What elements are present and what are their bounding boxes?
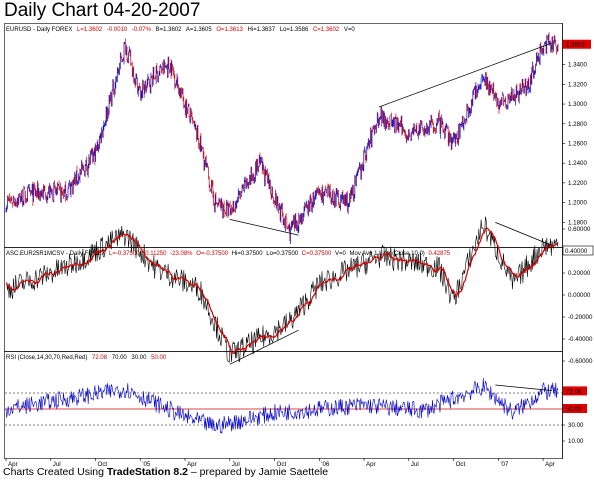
rsi-mid-box: [563, 404, 587, 413]
osc-high: Hi=0.37500: [232, 251, 264, 257]
osc-label: ASC.EUR25R1MCSV - Daily FOREX: [6, 251, 105, 257]
x-tick-label: Apr: [8, 461, 18, 468]
price-panel-frame: [4, 23, 563, 248]
rsi-value: 72.08: [92, 355, 108, 361]
osc-tick-label: -0.20000: [568, 314, 593, 321]
osc-ma-label: Mov Avg 1 Line (Close,10,0): [350, 251, 425, 257]
rsi-oversold: 30.00: [131, 355, 147, 361]
chart-title: Daily Chart 04-20-2007: [4, 0, 201, 21]
osc-open: O=-0.37500: [196, 251, 229, 257]
x-tick-label: Apr: [366, 461, 376, 468]
x-tick-label: Oct: [98, 461, 108, 468]
price-bid: B=1.3602: [156, 27, 183, 33]
oscillator-line: [5, 216, 559, 364]
rsi-mid-label: 50.00: [566, 406, 582, 413]
x-tick-label: Jul: [411, 461, 419, 468]
osc-change: -0.11250: [143, 251, 167, 257]
price-symbol: EURUSD - Daily FOREX: [6, 27, 72, 33]
rsi-line: [5, 378, 559, 435]
osc-tick-label: -0.60000: [568, 358, 593, 365]
price-tick-label: 1.1800: [568, 219, 587, 226]
osc-volume: V=0: [335, 251, 347, 257]
price-resistance-line: [378, 42, 553, 108]
rsi-midline: 50.00: [151, 355, 167, 361]
osc-close: C=0.37500: [302, 251, 332, 257]
rsi-tick-label: 10.00: [568, 438, 584, 445]
oscillator-header: ASC.EUR25R1MCSV - Daily FOREX L=-0.37500…: [6, 251, 451, 257]
price-open: O=1.3613: [216, 27, 243, 33]
price-tick-label: 1.3000: [568, 101, 587, 108]
price-last-label: 1.3602: [566, 42, 585, 49]
osc-top-line: [495, 222, 553, 246]
osc-tick-label: 0.60000: [568, 226, 591, 233]
price-header: EURUSD - Daily FOREX L=1.3602 -0.0010 -0…: [6, 27, 355, 33]
price-ask: A=1.3605: [186, 27, 213, 33]
x-tick-label: '05: [142, 461, 151, 468]
rsi-lines: [5, 378, 562, 435]
price-tick-label: 1.3400: [568, 62, 587, 69]
x-tick-label: '07: [500, 461, 509, 468]
rsi-overbought: 70.00: [112, 355, 128, 361]
osc-divergence-line: [229, 329, 299, 365]
osc-tick-label: -0.40000: [568, 336, 593, 343]
x-tick-label: Oct: [277, 461, 287, 468]
x-tick-label: '06: [321, 461, 330, 468]
osc-pct: -23.08%: [170, 251, 193, 257]
price-tick-label: 1.2400: [568, 160, 587, 167]
rsi-value-label: 72.08: [566, 388, 582, 395]
price-low: Lo=1.3586: [280, 27, 309, 33]
osc-last-box: [562, 245, 594, 256]
x-tick-label: Apr: [545, 461, 555, 468]
rsi-panel-frame: [4, 351, 563, 459]
footer-credit: Charts Created Using TradeStation 8.2 – …: [3, 466, 328, 478]
price-bars: [5, 32, 559, 245]
price-change: -0.0010: [107, 27, 128, 33]
footer-suffix: – prepared by Jamie Saettele: [188, 466, 329, 478]
price-last-box: [563, 39, 591, 49]
footer-prefix: Charts Created Using: [3, 466, 107, 478]
price-tick-label: 1.2000: [568, 200, 587, 207]
trend-annotations: [229, 42, 553, 391]
price-tick-label: 1.2200: [568, 180, 587, 187]
osc-tick-label: 0.20000: [568, 270, 591, 277]
x-tick-label: Jul: [232, 461, 240, 468]
rsi-header: RSI (Close,14,30,70,Red,Red) 72.08 70.00…: [6, 355, 167, 361]
moving-average-line: [5, 227, 559, 355]
x-tick-label: Oct: [456, 461, 466, 468]
x-tick-label: Jul: [53, 461, 61, 468]
osc-ma-value: 0.42875: [428, 251, 450, 257]
rsi-tick-label: 30.00: [568, 422, 584, 429]
osc-low: Lo=0.37500: [266, 251, 299, 257]
price-close: C=1.3602: [313, 27, 340, 33]
rsi-label: RSI (Close,14,30,70,Red,Red): [6, 355, 87, 361]
rsi-value-box: [563, 386, 587, 396]
price-tick-label: 1.2800: [568, 121, 587, 128]
footer-software: TradeStation 8.2: [106, 466, 188, 478]
osc-last: L=-0.37500: [109, 251, 140, 257]
axis-labels: 1.3400 1.3200 1.3000 1.2800 1.2600 1.2400 1.22…: [5, 39, 594, 468]
price-last: L=1.3602: [77, 27, 103, 33]
oscillator-lines: [5, 216, 559, 364]
price-tick-label: 1.3200: [568, 81, 587, 88]
price-tick-label: 1.2600: [568, 140, 587, 147]
x-tick-label: Apr: [187, 461, 197, 468]
price-volume: V=0: [344, 27, 356, 33]
rsi-divergence-line: [495, 384, 553, 391]
price-support-line: [229, 218, 299, 236]
osc-last-label: 0.40000: [565, 248, 588, 255]
price-high: Hi=1.3637: [248, 27, 276, 33]
price-pct: -0.07%: [132, 27, 152, 33]
osc-tick-label: 0.00000: [568, 292, 591, 299]
